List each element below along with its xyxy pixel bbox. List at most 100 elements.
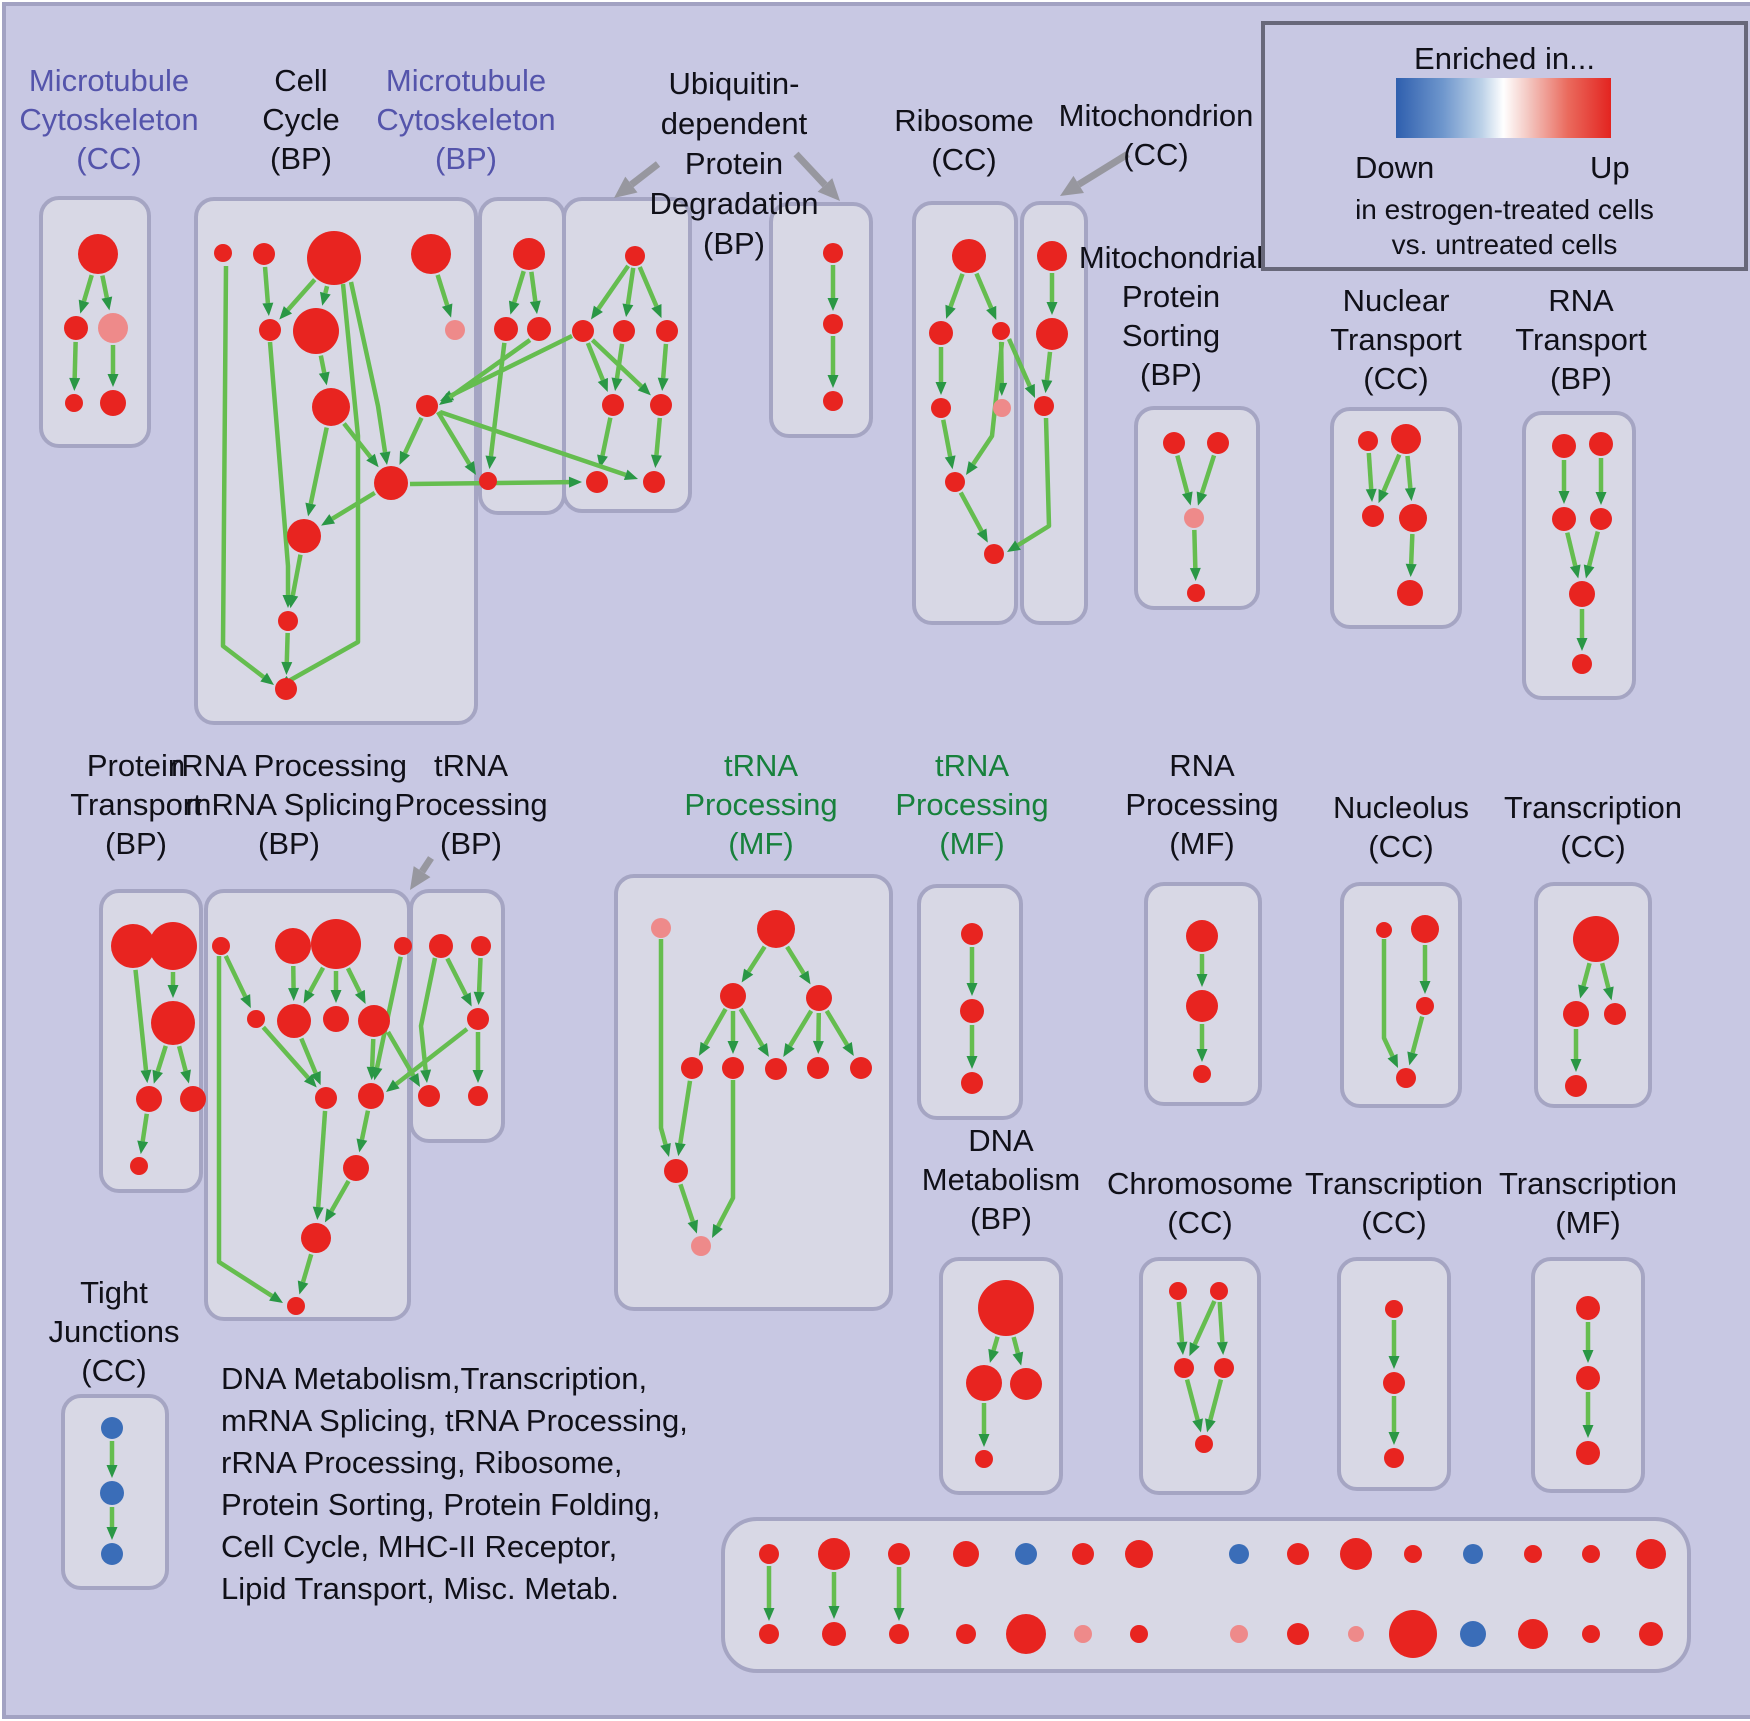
go-term-node xyxy=(513,238,545,270)
go-term-node xyxy=(136,1086,162,1112)
go-term-node xyxy=(1552,507,1576,531)
go-term-node xyxy=(1576,1441,1600,1465)
go-term-node xyxy=(650,394,672,416)
misc-cluster-description-line: Lipid Transport, Misc. Metab. xyxy=(221,1571,619,1606)
go-term-node xyxy=(212,937,230,955)
legend-subtitle-1: in estrogen-treated cells xyxy=(1265,194,1744,226)
edge-shaft xyxy=(422,858,431,872)
go-term-node xyxy=(823,314,843,334)
cluster-label-ribosome-cc: Ribosome(CC) xyxy=(894,103,1034,177)
go-term-node xyxy=(1163,432,1185,454)
go-term-node xyxy=(1207,432,1229,454)
cluster-label-mitochondrion-cc: Mitochondrion(CC) xyxy=(1059,98,1254,172)
go-term-node xyxy=(311,919,361,969)
edge-shaft xyxy=(1408,456,1411,488)
misc-cluster-description-line: Cell Cycle, MHC-II Receptor, xyxy=(221,1529,617,1564)
go-term-node xyxy=(625,246,645,266)
go-term-node xyxy=(651,918,671,938)
go-term-node xyxy=(1589,432,1613,456)
edge-shaft xyxy=(325,286,327,293)
go-term-node xyxy=(64,316,88,340)
go-term-node xyxy=(961,923,983,945)
go-term-node xyxy=(759,1624,779,1644)
edge-shaft xyxy=(372,1039,373,1067)
go-term-node xyxy=(65,394,83,412)
cluster-box-chromosome-cc xyxy=(1141,1259,1259,1493)
go-term-node xyxy=(78,234,118,274)
go-term-node xyxy=(1576,1366,1600,1390)
cluster-label-chromosome-cc: Chromosome(CC) xyxy=(1107,1166,1293,1240)
go-term-node xyxy=(953,1541,979,1567)
edge-shaft xyxy=(663,344,666,378)
go-term-node xyxy=(277,1004,311,1038)
go-term-node xyxy=(287,1297,305,1315)
edge-shaft xyxy=(796,154,825,185)
go-term-node xyxy=(945,472,965,492)
go-term-node xyxy=(956,1624,976,1644)
cluster-box-ubiquitin-bp-2 xyxy=(771,204,871,436)
go-term-node xyxy=(1186,920,1218,952)
legend-title: Enriched in... xyxy=(1265,41,1744,77)
misc-cluster-description-line: mRNA Splicing, tRNA Processing, xyxy=(221,1403,688,1438)
edge-shaft xyxy=(1369,453,1371,489)
legend-subtitle-2: vs. untreated cells xyxy=(1265,229,1744,261)
edge-shaft xyxy=(75,342,76,378)
go-term-node xyxy=(1397,580,1423,606)
go-term-node xyxy=(1563,1001,1589,1027)
edge-shaft xyxy=(479,958,480,992)
go-term-node xyxy=(307,231,361,285)
go-term-node xyxy=(1582,1625,1600,1643)
go-term-node xyxy=(101,1417,123,1439)
cluster-label-transcription-cc-1: Transcription(CC) xyxy=(1504,790,1682,864)
legend-down-label: Down xyxy=(1355,150,1434,186)
go-term-node xyxy=(1210,1282,1228,1300)
go-term-node xyxy=(656,320,678,342)
go-term-node xyxy=(1362,505,1384,527)
go-term-node xyxy=(101,1543,123,1565)
go-term-node xyxy=(1036,318,1068,350)
go-term-node xyxy=(1396,1068,1416,1088)
go-term-node xyxy=(691,1236,711,1256)
go-term-node xyxy=(806,985,832,1011)
go-term-node xyxy=(1015,1543,1037,1565)
go-term-node xyxy=(929,321,953,345)
misc-cluster-description-line: DNA Metabolism,Transcription, xyxy=(221,1361,647,1396)
go-term-node xyxy=(1389,1610,1437,1658)
go-term-node xyxy=(1186,990,1218,1022)
go-term-node xyxy=(1010,1368,1042,1400)
cluster-label-transcription-mf: Transcription(MF) xyxy=(1499,1166,1677,1240)
edge-shaft xyxy=(1047,352,1050,380)
go-term-node xyxy=(1569,581,1595,607)
go-term-node xyxy=(889,1624,909,1644)
edge-shaft xyxy=(1194,530,1195,568)
go-term-node xyxy=(151,1001,195,1045)
go-term-node xyxy=(1576,1296,1600,1320)
go-term-node xyxy=(1006,1614,1046,1654)
go-term-node xyxy=(931,398,951,418)
go-term-node xyxy=(1287,1623,1309,1645)
cluster-box-ubiquitin-bp-1 xyxy=(564,199,690,511)
go-term-node xyxy=(1463,1544,1483,1564)
go-term-node xyxy=(275,928,311,964)
edge-shaft xyxy=(1079,154,1128,184)
go-term-node xyxy=(643,471,665,493)
go-term-node xyxy=(411,234,451,274)
go-term-node xyxy=(757,910,795,948)
go-term-node xyxy=(818,1538,850,1570)
go-term-node xyxy=(984,544,1004,564)
go-term-node xyxy=(1034,396,1054,416)
go-term-node xyxy=(823,391,843,411)
go-term-node xyxy=(418,1085,440,1107)
go-term-node xyxy=(759,1544,779,1564)
go-term-node xyxy=(1411,915,1439,943)
go-term-node xyxy=(343,1155,369,1181)
go-term-node xyxy=(1340,1538,1372,1570)
edge-shaft xyxy=(1411,534,1412,564)
go-term-node xyxy=(722,1057,744,1079)
